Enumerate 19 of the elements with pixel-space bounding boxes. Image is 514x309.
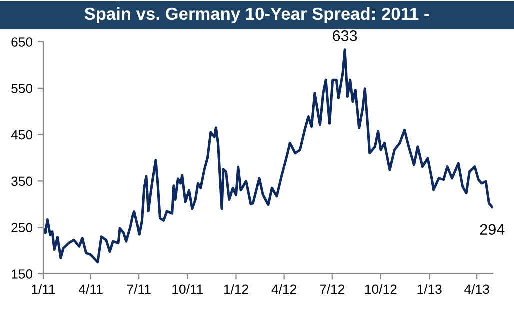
x-tick-label: 7/12 [320, 284, 345, 294]
x-tick-label: 1/12 [224, 284, 248, 294]
x-tick-label: 7/11 [127, 284, 151, 294]
annotation: 294 [480, 224, 505, 236]
annotation: 633 [333, 30, 358, 42]
y-tick-label: 150 [12, 270, 33, 279]
x-tick-label: 4/11 [78, 284, 103, 294]
x-tick-label: 10/11 [172, 284, 204, 294]
x-tick-label: 1/13 [418, 284, 442, 294]
y-tick-label: 350 [12, 176, 33, 186]
x-tick-label: 10/12 [365, 284, 397, 294]
y-tick-label: 550 [12, 84, 33, 94]
y-tick-label: 250 [12, 223, 33, 233]
x-tick-label: 4/13 [464, 284, 490, 294]
y-tick-label: 450 [11, 130, 33, 140]
x-tick-label: 1/11 [32, 284, 56, 294]
chart-title: Spain vs. Germany 10-Year Spread: 2011 - [84, 7, 430, 24]
x-tick-label: 4/12 [272, 284, 296, 294]
y-tick-label: 650 [12, 38, 33, 47]
